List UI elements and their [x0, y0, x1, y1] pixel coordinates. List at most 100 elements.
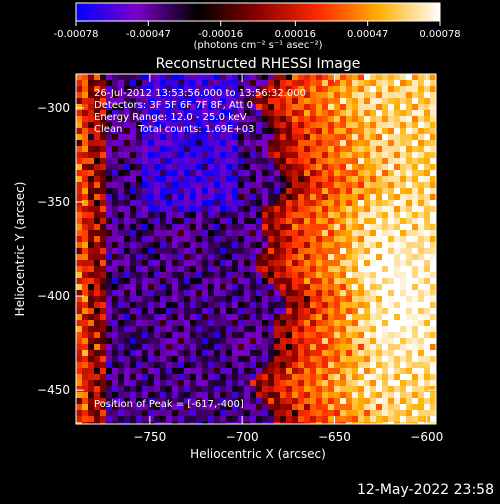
heatmap-cell: [76, 110, 83, 117]
heatmap-cell: [244, 170, 251, 177]
heatmap-cell: [292, 374, 299, 381]
heatmap-cell: [412, 92, 419, 99]
heatmap-cell: [298, 386, 305, 393]
heatmap-cell: [310, 410, 317, 417]
heatmap-cell: [310, 134, 317, 141]
y-tick-label: −350: [37, 195, 70, 209]
heatmap-cell: [184, 398, 191, 405]
heatmap-cell: [334, 404, 341, 411]
heatmap-cell: [112, 332, 119, 339]
heatmap-cell: [160, 176, 167, 183]
heatmap-cell: [370, 230, 377, 237]
heatmap-cell: [100, 164, 107, 171]
heatmap-cell: [172, 242, 179, 249]
heatmap-cell: [388, 170, 395, 177]
heatmap-cell: [88, 380, 95, 387]
heatmap-cell: [94, 266, 101, 273]
heatmap-cell: [190, 164, 197, 171]
heatmap-cell: [316, 344, 323, 351]
heatmap-cell: [172, 212, 179, 219]
heatmap-cell: [364, 104, 371, 111]
heatmap-cell: [292, 212, 299, 219]
heatmap-cell: [88, 404, 95, 411]
heatmap-cell: [340, 212, 347, 219]
heatmap-cell: [256, 296, 263, 303]
heatmap-cell: [82, 284, 89, 291]
heatmap-cell: [124, 74, 131, 81]
heatmap-cell: [154, 362, 161, 369]
heatmap-cell: [166, 152, 173, 159]
heatmap-cell: [358, 224, 365, 231]
heatmap-cell: [292, 344, 299, 351]
heatmap-cell: [406, 368, 413, 375]
heatmap-cell: [268, 218, 275, 225]
heatmap-cell: [226, 284, 233, 291]
heatmap-cell: [370, 380, 377, 387]
heatmap-cell: [364, 182, 371, 189]
heatmap-cell: [178, 368, 185, 375]
heatmap-cell: [340, 194, 347, 201]
heatmap-cell: [280, 116, 287, 123]
heatmap-cell: [322, 158, 329, 165]
heatmap-cell: [298, 182, 305, 189]
heatmap-cell: [160, 356, 167, 363]
heatmap-cell: [142, 296, 149, 303]
heatmap-cell: [208, 122, 215, 129]
heatmap-cell: [406, 278, 413, 285]
heatmap-cell: [418, 314, 425, 321]
heatmap-cell: [358, 218, 365, 225]
heatmap-cell: [412, 380, 419, 387]
heatmap-cell: [190, 224, 197, 231]
heatmap-cell: [142, 368, 149, 375]
heatmap-cell: [400, 206, 407, 213]
heatmap-cell: [262, 236, 269, 243]
heatmap-cell: [94, 332, 101, 339]
heatmap-cell: [430, 206, 436, 213]
heatmap-cell: [232, 98, 239, 105]
heatmap-cell: [268, 368, 275, 375]
heatmap-cell: [364, 236, 371, 243]
heatmap-cell: [238, 236, 245, 243]
heatmap-cell: [418, 356, 425, 363]
heatmap-cell: [304, 308, 311, 315]
heatmap-cell: [160, 422, 167, 424]
heatmap-cell: [376, 266, 383, 273]
heatmap-cell: [268, 326, 275, 333]
heatmap-cell: [160, 398, 167, 405]
heatmap-cell: [154, 410, 161, 417]
heatmap-cell: [418, 236, 425, 243]
heatmap-cell: [112, 92, 119, 99]
heatmap-cell: [214, 368, 221, 375]
heatmap-cell: [118, 224, 125, 231]
heatmap-cell: [190, 266, 197, 273]
heatmap-cell: [130, 386, 137, 393]
heatmap-cell: [232, 224, 239, 231]
heatmap-cell: [76, 380, 83, 387]
heatmap-cell: [268, 194, 275, 201]
heatmap-cell: [190, 344, 197, 351]
heatmap-cell: [130, 302, 137, 309]
heatmap-cell: [208, 380, 215, 387]
heatmap-cell: [418, 350, 425, 357]
heatmap-cell: [178, 206, 185, 213]
heatmap-cell: [406, 398, 413, 405]
heatmap-cell: [400, 230, 407, 237]
heatmap-cell: [286, 248, 293, 255]
heatmap-cell: [106, 356, 113, 363]
heatmap-cell: [346, 212, 353, 219]
heatmap-cell: [328, 206, 335, 213]
heatmap-cell: [226, 116, 233, 123]
heatmap-cell: [154, 308, 161, 315]
heatmap-cell: [304, 206, 311, 213]
heatmap-cell: [430, 116, 436, 123]
heatmap-cell: [340, 242, 347, 249]
heatmap-cell: [370, 188, 377, 195]
heatmap-cell: [178, 416, 185, 423]
heatmap-cell: [178, 98, 185, 105]
heatmap-cell: [364, 212, 371, 219]
heatmap-cell: [166, 230, 173, 237]
heatmap-cell: [112, 116, 119, 123]
heatmap-cell: [310, 122, 317, 129]
heatmap-cell: [412, 272, 419, 279]
heatmap-cell: [94, 224, 101, 231]
